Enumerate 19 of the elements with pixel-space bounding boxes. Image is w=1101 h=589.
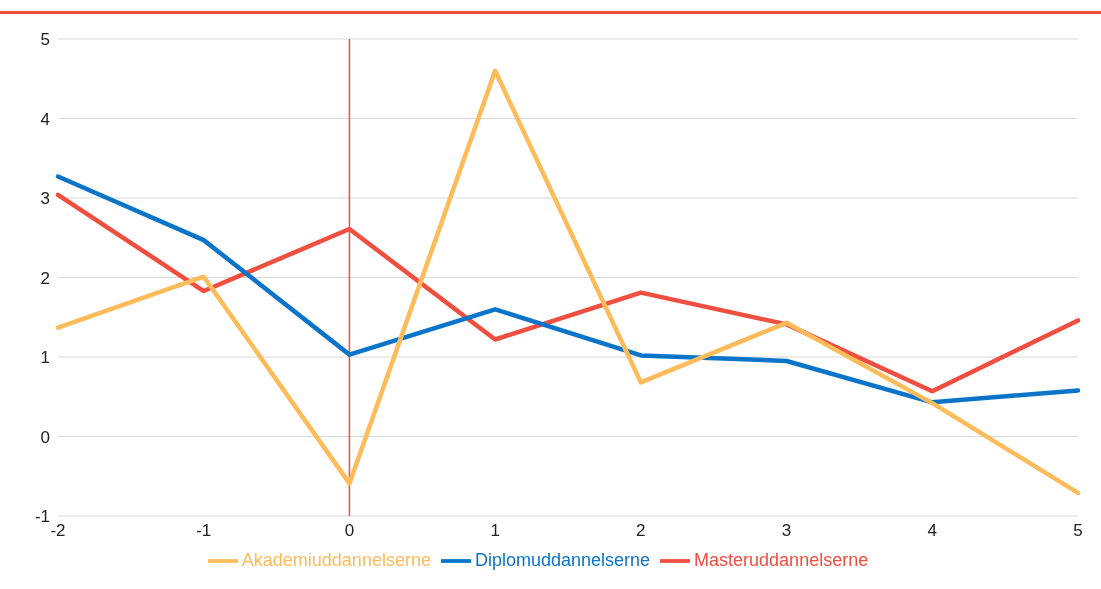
x-tick-label: 2 xyxy=(636,521,646,541)
y-tick-label: -1 xyxy=(34,507,50,527)
y-tick-label: 0 xyxy=(40,427,50,447)
x-tick-label: 1 xyxy=(490,521,500,541)
x-tick-label: 3 xyxy=(781,521,792,541)
x-tick-label: -2 xyxy=(50,521,66,541)
legend-label: Masteruddannelserne xyxy=(694,549,869,570)
x-tick-label: -1 xyxy=(196,521,212,541)
x-tick-label: 5 xyxy=(1073,521,1083,541)
x-tick-label: 0 xyxy=(344,521,355,541)
line-series xyxy=(55,68,1081,496)
y-tick-label: 4 xyxy=(40,109,50,129)
y-tick-label: 3 xyxy=(40,189,50,209)
y-tick-label: 1 xyxy=(40,348,50,368)
x-tick-label: 4 xyxy=(927,521,938,541)
y-tick-label: 5 xyxy=(40,30,50,50)
legend-label: Diplomuddannelserne xyxy=(474,549,651,570)
y-tick-label: 2 xyxy=(40,268,50,288)
legend-label: Akademiuddannelserne xyxy=(241,549,431,570)
